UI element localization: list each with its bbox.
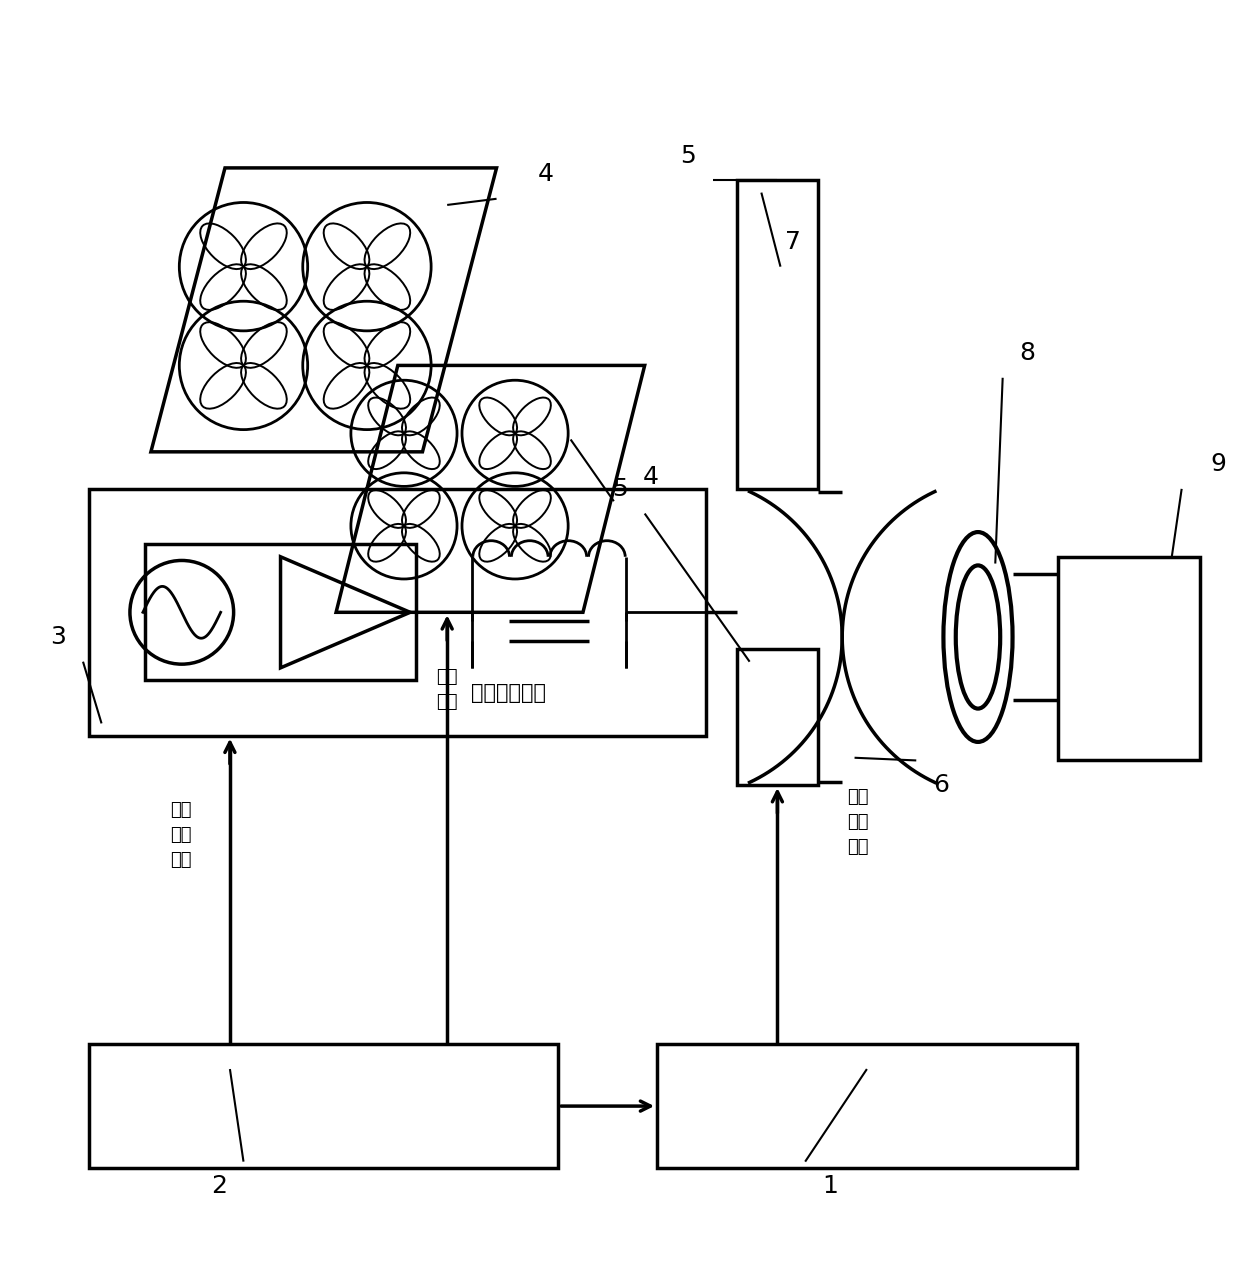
Text: 7: 7 — [785, 231, 801, 254]
Text: 5: 5 — [613, 476, 627, 501]
Bar — [1058, 557, 1200, 761]
Text: 3: 3 — [51, 626, 66, 648]
Text: 8: 8 — [1019, 341, 1035, 366]
Text: 设置
风速: 设置 风速 — [436, 668, 458, 711]
Text: 2: 2 — [211, 1175, 227, 1199]
Bar — [89, 489, 707, 736]
Bar — [145, 544, 417, 680]
Text: 4: 4 — [538, 162, 554, 186]
Text: 1: 1 — [822, 1175, 838, 1199]
Text: 功率放大单元: 功率放大单元 — [471, 683, 547, 702]
Text: 设置
放大
倍数: 设置 放大 倍数 — [170, 800, 191, 869]
Bar — [738, 180, 817, 489]
Bar — [89, 1045, 558, 1168]
Text: 5: 5 — [680, 144, 696, 168]
Text: 采集
温度
信息: 采集 温度 信息 — [847, 789, 868, 856]
Bar — [657, 1045, 1076, 1168]
Bar — [738, 650, 817, 785]
Text: 4: 4 — [642, 465, 658, 488]
Text: 6: 6 — [932, 773, 949, 798]
Text: 9: 9 — [1210, 452, 1226, 476]
